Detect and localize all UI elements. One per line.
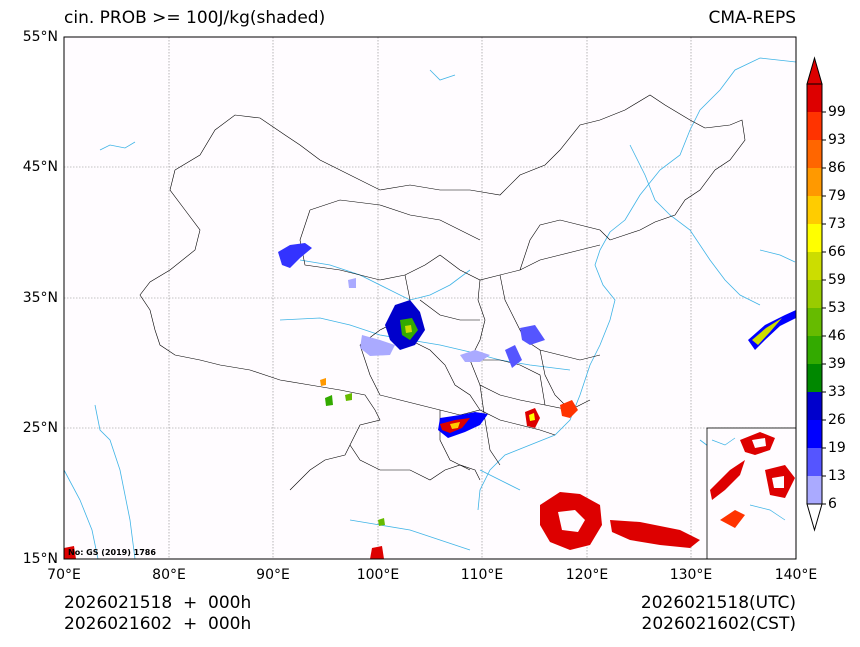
colorbar-label: 53 <box>828 300 846 316</box>
colorbar-label: 59 <box>828 272 846 288</box>
colorbar-label: 13 <box>828 468 846 484</box>
valid-time-block: 2026021518(UTC) 2026021602(CST) <box>641 593 796 635</box>
south-china-sea-inset <box>706 427 797 560</box>
lon-label-140: 140°E <box>774 567 818 583</box>
lat-label-55: 55°N <box>22 29 58 45</box>
colorbar-swatch <box>807 84 822 112</box>
map-title: cin. PROB >= 100J/kg(shaded) <box>64 8 326 28</box>
lon-label-100: 100°E <box>356 567 400 583</box>
colorbar-swatch <box>807 112 822 140</box>
graticule <box>64 37 796 559</box>
colorbar-swatch <box>807 448 822 476</box>
colorbar-label: 86 <box>828 160 846 176</box>
valid-cst: 2026021602(CST) <box>641 614 796 634</box>
colorbar-swatch <box>807 140 822 168</box>
lat-label-45: 45°N <box>22 159 58 175</box>
lat-label-25: 25°N <box>22 420 58 436</box>
lon-label-80: 80°E <box>152 567 186 583</box>
colorbar-extend-low <box>806 503 823 532</box>
colorbar-swatch <box>807 392 822 420</box>
colorbar-label: 79 <box>828 188 846 204</box>
lat-label-15: 15°N <box>22 551 58 567</box>
map-frame <box>63 36 797 560</box>
colorbar-label: 39 <box>828 356 846 372</box>
lon-label-70: 70°E <box>47 567 81 583</box>
colorbar-label: 6 <box>828 496 837 512</box>
lon-label-120: 120°E <box>565 567 609 583</box>
init-cst: 2026021602 + 000h <box>64 614 252 634</box>
lat-label-35: 35°N <box>22 290 58 306</box>
colorbar-swatch <box>807 476 822 504</box>
lon-label-130: 130°E <box>669 567 713 583</box>
colorbar-label: 93 <box>828 132 846 148</box>
colorbar-label: 26 <box>828 412 846 428</box>
colorbar-swatch <box>807 308 822 336</box>
valid-utc: 2026021518(UTC) <box>640 593 796 613</box>
colorbar-swatch <box>807 280 822 308</box>
colorbar-label: 99 <box>828 104 846 120</box>
colorbar-label: 73 <box>828 216 846 232</box>
map-review-number: No: GS (2019) 1786 <box>68 548 156 557</box>
model-name: CMA-REPS <box>708 8 796 28</box>
colorbar-label: 46 <box>828 328 846 344</box>
colorbar-label: 66 <box>828 244 846 260</box>
colorbar-swatch <box>807 168 822 196</box>
colorbar-swatch <box>807 364 822 392</box>
colorbar-swatch <box>807 420 822 448</box>
lon-label-110: 110°E <box>460 567 504 583</box>
colorbar-frame <box>806 83 823 505</box>
colorbar-swatch <box>807 336 822 364</box>
colorbar-swatch <box>807 196 822 224</box>
probability-shading <box>64 243 796 559</box>
colorbar-swatch <box>807 224 822 252</box>
colorbar <box>806 56 826 532</box>
init-utc: 2026021518 + 000h <box>64 593 252 613</box>
colorbar-swatch <box>807 252 822 280</box>
colorbar-extend-high <box>806 56 823 85</box>
colorbar-label: 33 <box>828 384 846 400</box>
init-time-block: 2026021518 + 000h 2026021602 + 000h <box>64 593 251 635</box>
colorbar-label: 19 <box>828 440 846 456</box>
lon-label-90: 90°E <box>256 567 290 583</box>
